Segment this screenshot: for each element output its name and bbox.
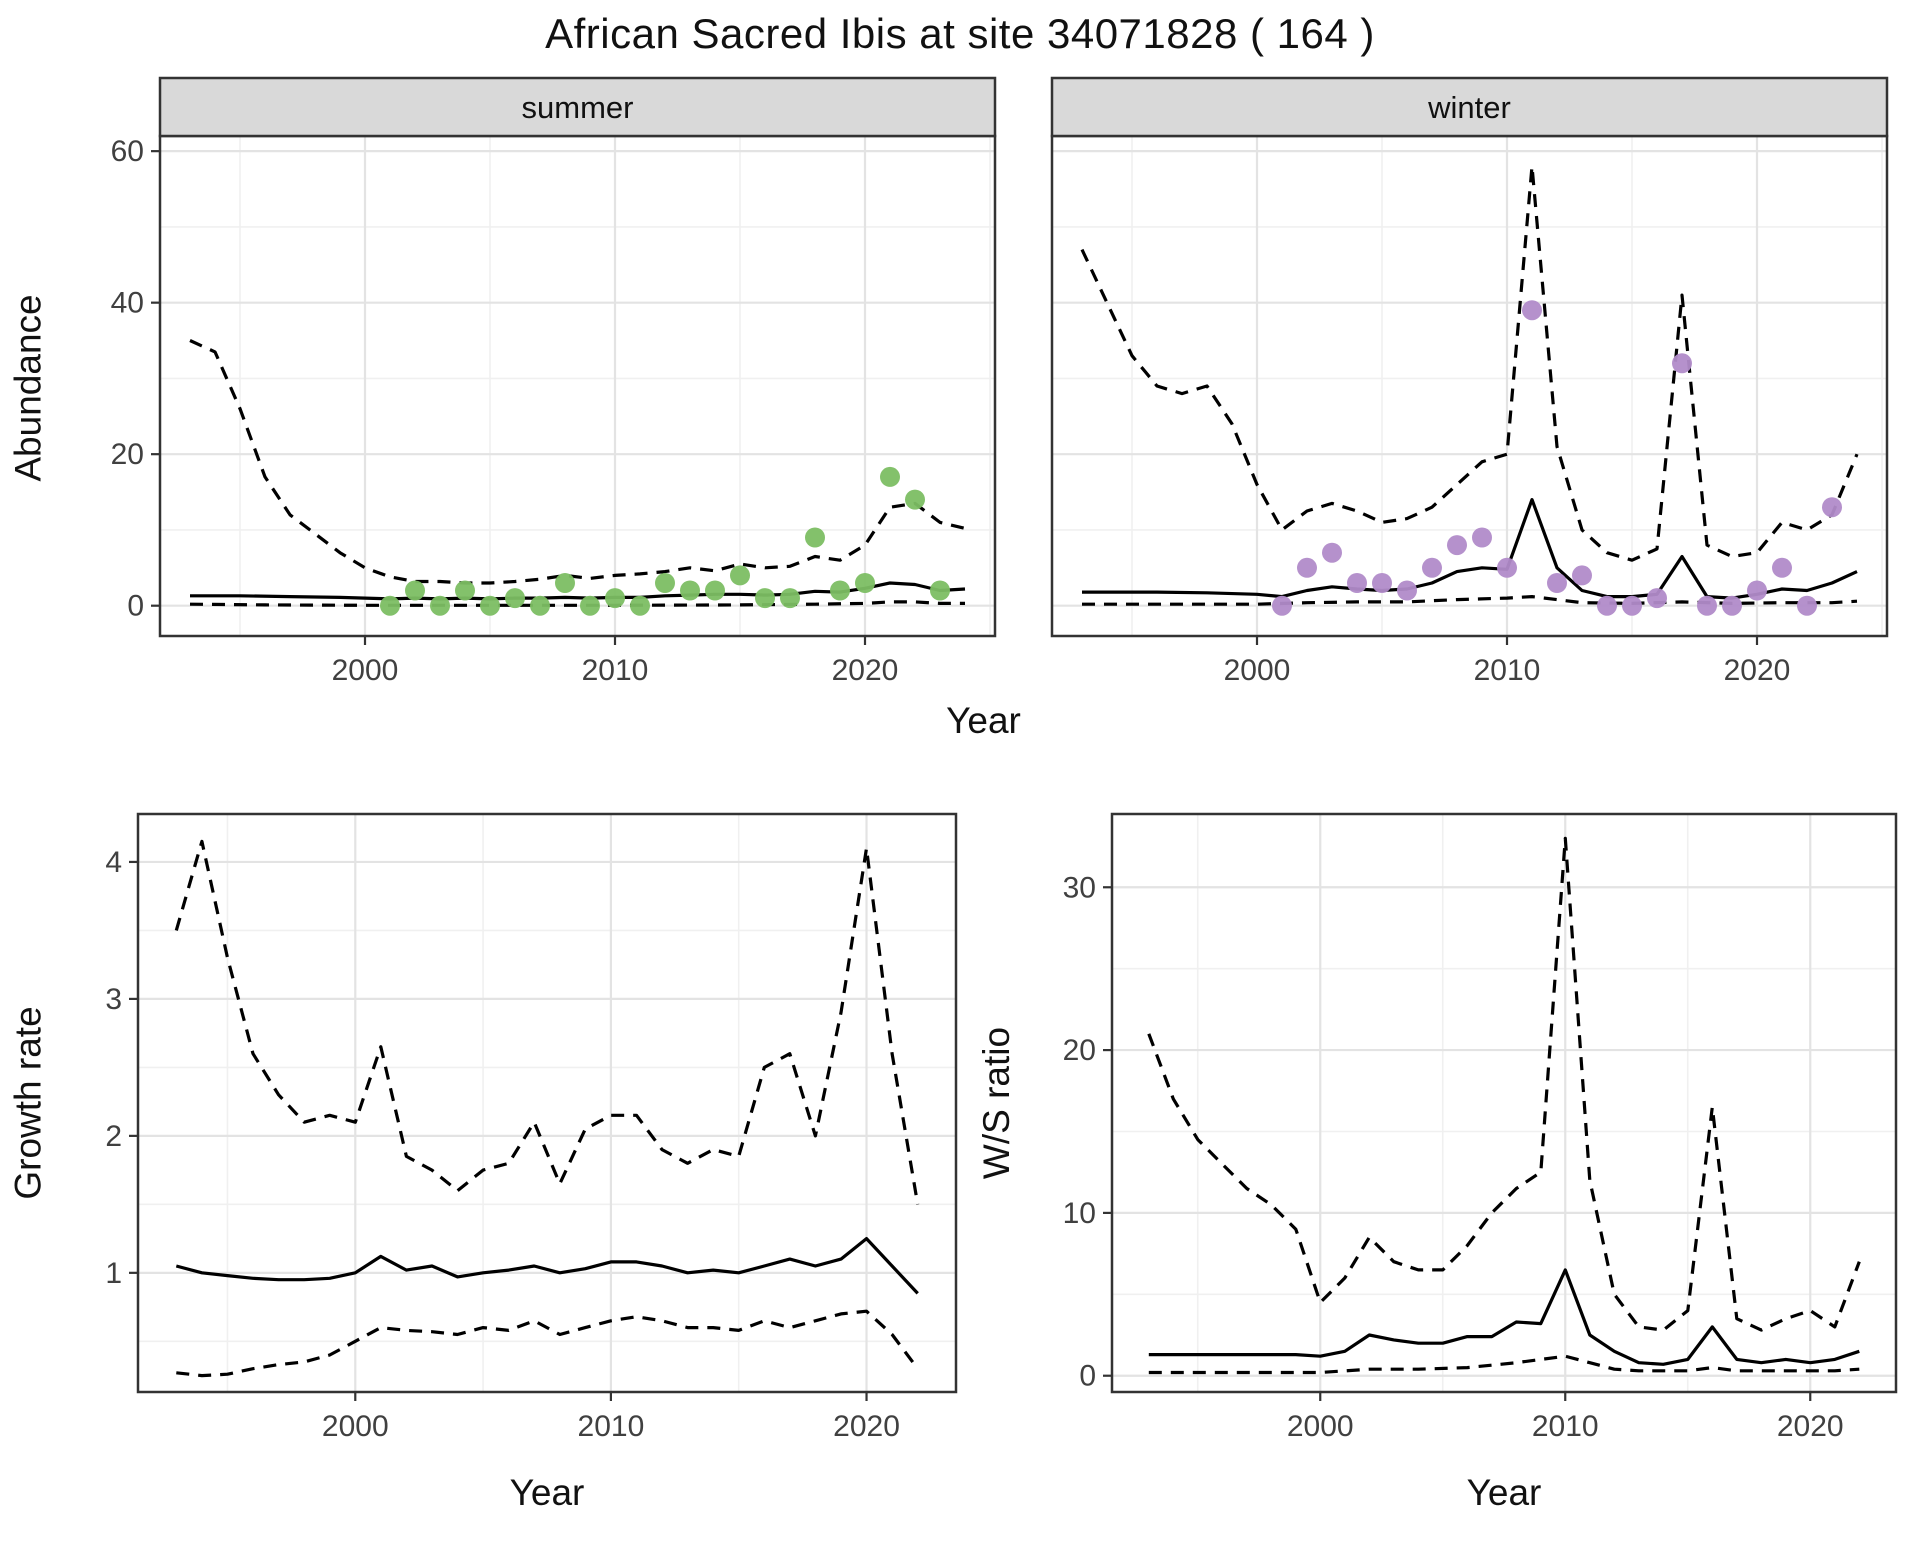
panel-winter-abundance: winter 2000 2010 2020 — [1050, 76, 1889, 687]
panel-ws-ratio: 2000 2010 2020 0 10 20 30 — [1063, 812, 1898, 1443]
x-axis-title-year-top: Year — [946, 700, 1021, 741]
x-axis-title-year-ws: Year — [1466, 1472, 1542, 1513]
svg-text:2000: 2000 — [322, 1410, 389, 1443]
svg-text:2: 2 — [105, 1120, 122, 1153]
svg-text:2000: 2000 — [332, 654, 399, 687]
svg-text:summer: summer — [522, 90, 634, 125]
y-axis-title-ws-ratio: W/S ratio — [974, 814, 1020, 1392]
y-axis-title-growth-rate: Growth rate — [6, 814, 52, 1392]
panel-growth-rate: 2000 2010 2020 1 2 3 4 — [105, 812, 958, 1443]
svg-text:2010: 2010 — [582, 654, 649, 687]
svg-text:1: 1 — [105, 1257, 122, 1290]
figure-title: African Sacred Ibis at site 34071828 ( 1… — [545, 10, 1375, 57]
svg-text:30: 30 — [1063, 871, 1096, 904]
svg-text:2020: 2020 — [833, 1410, 900, 1443]
svg-text:4: 4 — [105, 846, 122, 879]
svg-text:0: 0 — [1079, 1360, 1096, 1393]
svg-text:2020: 2020 — [1777, 1410, 1844, 1443]
svg-text:2010: 2010 — [1532, 1410, 1599, 1443]
x-axis-title-year-growth: Year — [509, 1472, 585, 1513]
svg-text:2020: 2020 — [832, 654, 899, 687]
svg-text:3: 3 — [105, 983, 122, 1016]
svg-text:2020: 2020 — [1724, 654, 1791, 687]
svg-text:2010: 2010 — [1474, 654, 1541, 687]
svg-text:0: 0 — [127, 590, 144, 623]
svg-text:2010: 2010 — [578, 1410, 645, 1443]
y-axis-title-ws-ratio-text: W/S ratio — [976, 1026, 1018, 1180]
svg-text:20: 20 — [1063, 1034, 1096, 1067]
y-axis-title-abundance: Abundance — [6, 140, 52, 636]
svg-text:2000: 2000 — [1224, 654, 1291, 687]
svg-text:2000: 2000 — [1287, 1410, 1354, 1443]
panel-summer-abundance: summer 2000 2010 2020 0 20 40 60 — [111, 76, 997, 687]
svg-text:10: 10 — [1063, 1197, 1096, 1230]
y-axis-title-growth-rate-text: Growth rate — [8, 1006, 50, 1200]
svg-text:winter: winter — [1427, 90, 1511, 125]
svg-text:40: 40 — [111, 287, 144, 320]
y-axis-title-abundance-text: Abundance — [8, 294, 50, 482]
svg-text:20: 20 — [111, 438, 144, 471]
svg-text:60: 60 — [111, 135, 144, 168]
